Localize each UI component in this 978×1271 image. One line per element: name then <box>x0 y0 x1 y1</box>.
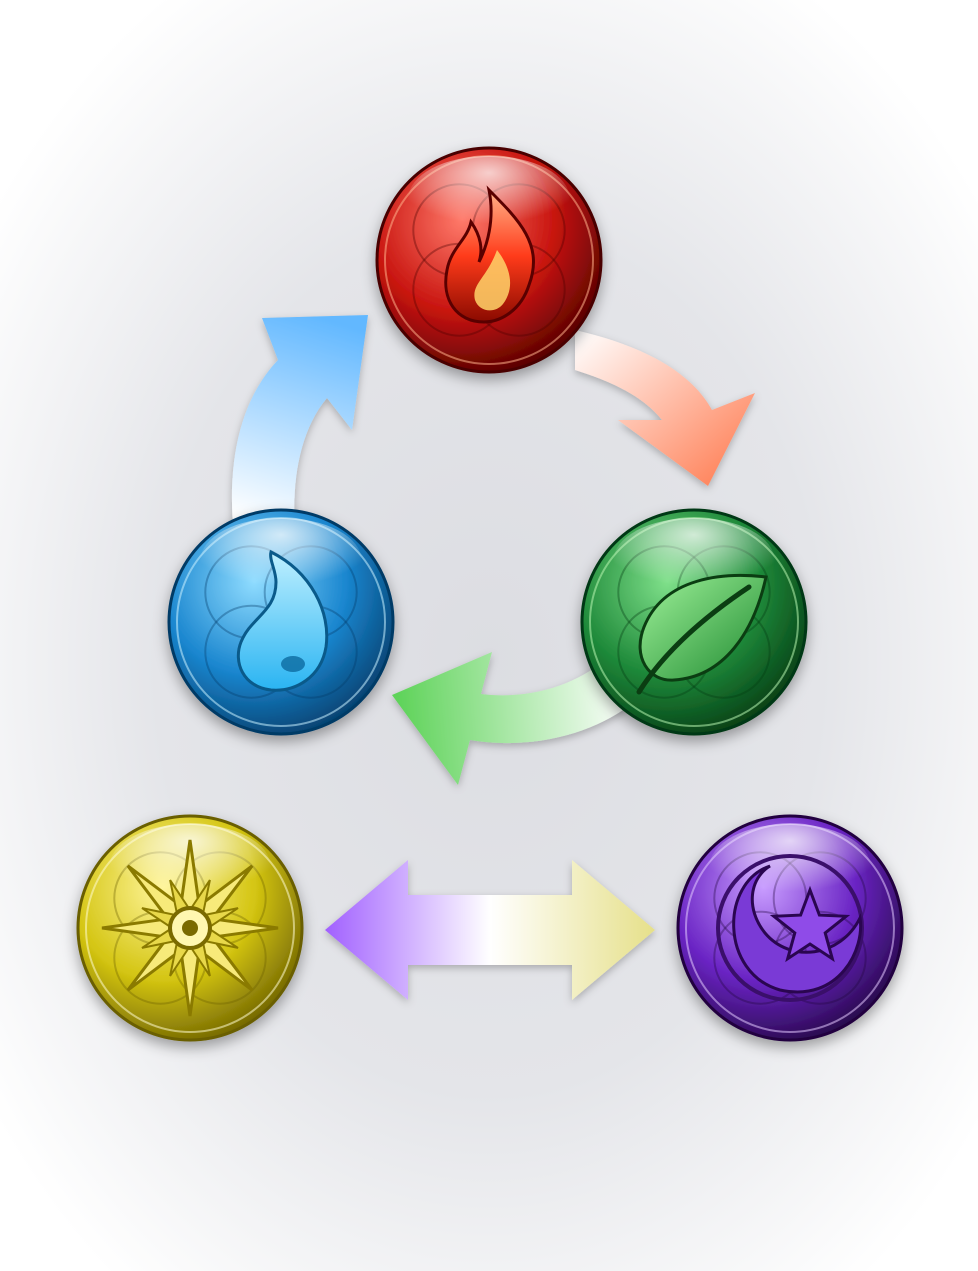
moon-star-icon <box>716 854 864 1002</box>
light-orb <box>76 814 304 1042</box>
arrow-wood-to-water <box>392 652 630 785</box>
dark-orb <box>676 814 904 1042</box>
water-orb <box>167 508 395 736</box>
water-drop-icon <box>236 549 329 692</box>
orbs-layer <box>76 146 904 1042</box>
arrow-water-to-fire <box>231 315 368 525</box>
arrow-light-dark <box>325 860 655 1000</box>
arrows-layer <box>231 315 755 1000</box>
sun-star-icon <box>101 839 279 1017</box>
fire-orb <box>375 146 603 374</box>
wood-orb <box>580 508 808 736</box>
arrow-fire-to-wood <box>575 330 755 486</box>
leaf-icon <box>636 574 768 695</box>
flame-icon <box>444 185 535 324</box>
